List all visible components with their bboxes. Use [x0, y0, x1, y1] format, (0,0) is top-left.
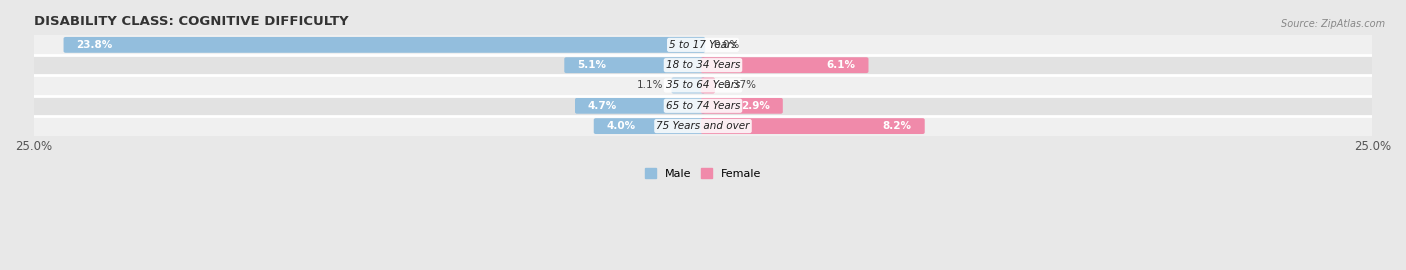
Text: 2.9%: 2.9% — [741, 101, 770, 111]
Text: 65 to 74 Years: 65 to 74 Years — [666, 101, 740, 111]
Bar — [34, 96, 1372, 116]
Text: 75 Years and over: 75 Years and over — [657, 121, 749, 131]
Text: 0.37%: 0.37% — [724, 80, 756, 90]
Text: 1.1%: 1.1% — [637, 80, 662, 90]
FancyBboxPatch shape — [700, 118, 925, 134]
Text: 4.0%: 4.0% — [606, 121, 636, 131]
Bar — [34, 116, 1372, 136]
Text: 18 to 34 Years: 18 to 34 Years — [666, 60, 740, 70]
FancyBboxPatch shape — [672, 77, 706, 93]
Bar — [34, 75, 1372, 96]
Text: Source: ZipAtlas.com: Source: ZipAtlas.com — [1281, 19, 1385, 29]
Text: 5 to 17 Years: 5 to 17 Years — [669, 40, 737, 50]
FancyBboxPatch shape — [700, 57, 869, 73]
Text: DISABILITY CLASS: COGNITIVE DIFFICULTY: DISABILITY CLASS: COGNITIVE DIFFICULTY — [34, 15, 349, 28]
FancyBboxPatch shape — [593, 118, 706, 134]
FancyBboxPatch shape — [63, 37, 706, 53]
Text: 0.0%: 0.0% — [714, 40, 740, 50]
FancyBboxPatch shape — [575, 98, 706, 114]
Bar — [34, 55, 1372, 75]
Text: 4.7%: 4.7% — [588, 101, 617, 111]
FancyBboxPatch shape — [700, 77, 716, 93]
Legend: Male, Female: Male, Female — [641, 164, 765, 184]
Text: 5.1%: 5.1% — [576, 60, 606, 70]
Text: 23.8%: 23.8% — [76, 40, 112, 50]
Bar — [34, 35, 1372, 55]
Text: 6.1%: 6.1% — [827, 60, 856, 70]
Text: 35 to 64 Years: 35 to 64 Years — [666, 80, 740, 90]
FancyBboxPatch shape — [564, 57, 706, 73]
Text: 8.2%: 8.2% — [883, 121, 912, 131]
FancyBboxPatch shape — [700, 98, 783, 114]
